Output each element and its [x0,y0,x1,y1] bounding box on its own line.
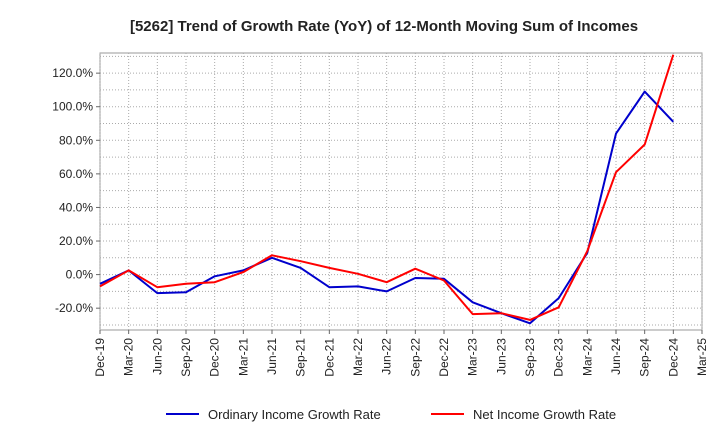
x-tick-label: Jun-23 [494,338,508,375]
x-tick-label: Sep-24 [638,338,652,377]
grid [99,53,703,330]
y-tick-label: 20.0% [59,234,93,248]
series-line-2 [99,54,675,321]
x-tick-label: Sep-22 [408,338,422,377]
x-tick-label: Dec-22 [437,338,451,377]
chart-title: [5262] Trend of Growth Rate (YoY) of 12-… [130,18,638,35]
x-tick-label: Dec-20 [208,338,222,377]
x-tick-label: Mar-24 [580,338,594,376]
x-tick-label: Sep-21 [294,338,308,377]
legend-label: Net Income Growth Rate [473,407,616,422]
x-axis-ticks: Dec-19 Mar-20 Jun-20 Sep-20 Dec-20 Mar-21 Jun-… [93,330,709,377]
x-tick-label: Mar-25 [695,338,709,376]
y-axis-ticks: -20.0% 0.0% 20.0% 40.0% 60.0% 80.0% 100.0% 120.… [52,66,100,315]
x-tick-label: Dec-19 [93,338,107,377]
x-tick-label: Sep-23 [523,338,537,377]
x-tick-label: Jun-22 [380,338,394,375]
x-tick-label: Mar-23 [466,338,480,376]
y-tick-label: 120.0% [52,66,93,80]
x-tick-label: Dec-24 [666,338,680,377]
x-tick-label: Mar-22 [351,338,365,376]
x-tick-label: Dec-21 [322,338,336,377]
y-tick-label: 0.0% [66,268,94,282]
y-tick-label: -20.0% [55,301,93,315]
legend: Ordinary Income Growth Rate Net Income Gr… [166,407,616,422]
x-tick-label: Mar-21 [236,338,250,376]
x-tick-label: Dec-23 [552,338,566,377]
x-tick-label: Sep-20 [179,338,193,377]
y-tick-label: 100.0% [52,100,93,114]
y-tick-label: 60.0% [59,167,93,181]
series-lines [99,54,675,325]
legend-label: Ordinary Income Growth Rate [208,407,381,422]
x-tick-label: Jun-21 [265,338,279,375]
x-tick-label: Jun-20 [150,338,164,375]
plot-area [99,52,703,331]
y-tick-label: 80.0% [59,133,93,147]
x-tick-label: Jun-24 [609,338,623,375]
x-tick-label: Mar-20 [122,338,136,376]
y-tick-label: 40.0% [59,200,93,214]
